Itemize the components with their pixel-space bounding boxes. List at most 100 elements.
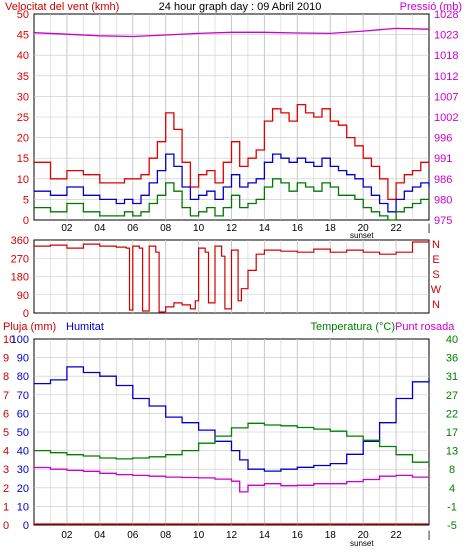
wind-axis-title: Velocitat del vent (kmh) <box>5 1 119 13</box>
pressure-y-tick: 1028 <box>434 9 458 21</box>
humidity-y-tick: 80 <box>17 371 29 383</box>
x-tick-label: 12 <box>226 223 238 234</box>
x-tick-label: 02 <box>61 223 73 234</box>
humidity-axis-title: Humitat <box>66 321 104 333</box>
humidity-y-tick: 10 <box>17 501 29 513</box>
x-tick-label: 14 <box>259 223 271 234</box>
direction-y-tick: 90 <box>17 290 29 302</box>
direction-series <box>34 241 430 313</box>
direction-y-tick: 0 <box>23 308 29 320</box>
sunset-label-bottom: sunset <box>350 539 374 548</box>
wind_gust-line <box>34 103 430 201</box>
direction-y-tick: 180 <box>11 272 29 284</box>
x-tick-label: 20 <box>358 223 370 234</box>
temperature-y-tick: 40 <box>446 334 458 346</box>
humidity-y-tick: 20 <box>17 483 29 495</box>
humidity-y-tick: 50 <box>17 427 29 439</box>
rain-y-tick: 8 <box>3 371 9 383</box>
compass-label: N <box>432 239 440 251</box>
temperature-y-tick: 31 <box>446 371 458 383</box>
wind-y-tick: 5 <box>23 194 29 206</box>
rain-y-tick: 0 <box>3 520 9 532</box>
rain-axis-title: Pluja (mm) <box>3 321 56 333</box>
compass-label: W <box>431 284 442 296</box>
rain-y-tick: 7 <box>3 390 9 402</box>
temperature-axis-title: Temperatura (°C) <box>311 321 395 333</box>
temperature-y-tick: -1 <box>447 501 457 513</box>
temperature-y-tick: 13 <box>446 446 458 458</box>
x-tick-label: 16 <box>292 223 304 234</box>
wind-y-tick: 50 <box>17 9 29 21</box>
x-tick-label: 18 <box>325 530 337 541</box>
rain-y-tick: 5 <box>3 427 9 439</box>
x-tick-label: 02 <box>61 530 73 541</box>
wind-x-ticks: 02 04 06 08 10 12 14 16 18 20 22 | <box>61 223 430 234</box>
temperature-y-tick: 17 <box>446 427 458 439</box>
direction-y-ticks: 0 90 180 270 360 <box>11 235 29 320</box>
x-tick-label: 22 <box>391 223 403 234</box>
rain-y-tick: 2 <box>3 483 9 495</box>
temperature-y-tick: 4 <box>449 483 455 495</box>
wind-pressure-panel: Velocitat del vent (kmh) 24 hour graph d… <box>5 1 462 240</box>
wind_direction-line <box>34 241 430 313</box>
rain-y-tick: 6 <box>3 408 9 420</box>
x-tick-label: 04 <box>94 530 106 541</box>
wind-y-tick: 35 <box>17 71 29 83</box>
x-tick-label: 10 <box>193 223 205 234</box>
wind-y-tick: 0 <box>23 215 29 227</box>
dewpoint-line <box>34 466 430 493</box>
rain-y-tick: 1 <box>3 501 9 513</box>
humidity-y-tick: 0 <box>23 520 29 532</box>
pressure-y-tick: 1002 <box>434 112 458 124</box>
x-tick-label: 16 <box>292 530 304 541</box>
x-tick-label: 20 <box>358 530 370 541</box>
pressure-y-tick: 996 <box>434 133 452 145</box>
wind-y-tick: 10 <box>17 174 29 186</box>
pressure-y-tick: 986 <box>434 174 452 186</box>
rain-y-tick: 10 <box>3 334 15 346</box>
temp-grid <box>34 339 429 525</box>
chart-title: 24 hour graph day : 09 Abril 2010 <box>159 1 322 13</box>
wind-y-tick: 45 <box>17 30 29 42</box>
x-tick-label: 22 <box>391 530 403 541</box>
pressure-y-tick: 980 <box>434 194 452 206</box>
rain-y-tick: 3 <box>3 464 9 476</box>
direction-y-tick: 360 <box>11 235 29 247</box>
dewpoint-axis-title: Punt rosada <box>395 321 455 333</box>
wind-y-tick: 25 <box>17 112 29 124</box>
direction-y-tick: 270 <box>11 253 29 265</box>
humidity-line <box>34 366 430 472</box>
rain-y-tick: 4 <box>3 446 9 458</box>
x-tick-label: | <box>428 530 431 541</box>
humidity-y-tick: 60 <box>17 408 29 420</box>
compass-label: N <box>432 299 440 311</box>
pressure-line <box>33 27 430 38</box>
temperature-axis-title-text: Temperatura (°C) <box>311 321 395 333</box>
x-tick-label: 18 <box>325 223 337 234</box>
temperature-y-tick: -5 <box>447 520 457 532</box>
x-tick-label: 08 <box>160 530 172 541</box>
temperature-y-ticks: -5 -1 4 8 13 17 22 27 31 36 40 <box>446 334 458 532</box>
temperature-y-tick: 36 <box>446 353 458 365</box>
wind-series <box>33 27 430 221</box>
humidity-y-tick: 70 <box>17 390 29 402</box>
x-tick-label: 10 <box>193 530 205 541</box>
pressure-y-tick: 1018 <box>434 50 458 62</box>
wind_avg-line <box>34 153 430 213</box>
x-tick-label: 06 <box>127 223 139 234</box>
pressure-y-tick: 1023 <box>434 30 458 42</box>
pressure-y-tick: 1012 <box>434 71 458 83</box>
compass-label: E <box>432 254 439 266</box>
wind-y-tick: 40 <box>17 50 29 62</box>
pressure-y-tick: 975 <box>434 215 452 227</box>
humidity-y-tick: 100 <box>11 334 29 346</box>
temp-x-ticks: 02 04 06 08 10 12 14 16 18 20 22 | <box>61 530 430 541</box>
wind-y-tick: 30 <box>17 91 29 103</box>
pressure-y-tick: 991 <box>434 153 452 165</box>
pressure-y-tick: 1007 <box>434 91 458 103</box>
humidity-y-tick: 90 <box>17 353 29 365</box>
rain-y-tick: 9 <box>3 353 9 365</box>
